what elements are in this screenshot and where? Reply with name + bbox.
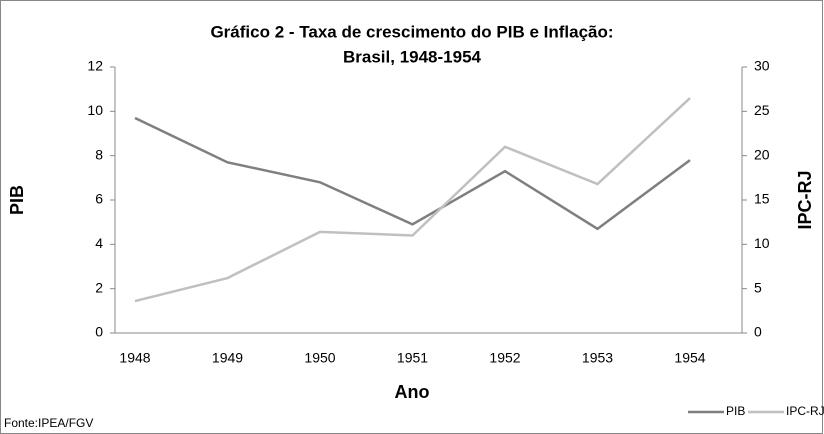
x-tick-label: 1949 <box>212 350 243 366</box>
y-axis-label: PIB <box>7 185 27 215</box>
y-tick-label: 2 <box>95 279 103 295</box>
y2-tick-label: 25 <box>754 102 770 118</box>
y-tick-label: 0 <box>95 324 103 340</box>
series-line <box>134 116 691 231</box>
y-tick-label: 4 <box>95 235 103 251</box>
source-note: Fonte:IPEA/FGV <box>4 416 93 430</box>
y2-tick-label: 10 <box>754 235 770 251</box>
x-axis-label: Ano <box>395 382 430 402</box>
x-tick-label: 1953 <box>582 350 613 366</box>
x-tick-label: 1952 <box>489 350 520 366</box>
y-tick-label: 6 <box>95 191 103 207</box>
chart-title: Brasil, 1948-1954 <box>343 47 482 66</box>
y2-tick-label: 5 <box>754 279 762 295</box>
y-tick-label: 8 <box>95 146 103 162</box>
y-tick-label: 12 <box>87 58 103 74</box>
legend-label: PIB <box>726 404 745 418</box>
series-line <box>134 97 691 303</box>
x-tick-label: 1950 <box>304 350 335 366</box>
x-tick-label: 1954 <box>674 350 705 366</box>
x-tick-label: 1948 <box>119 350 150 366</box>
y-tick-label: 10 <box>87 102 103 118</box>
chart-title: Gráfico 2 - Taxa de crescimento do PIB e… <box>210 22 613 41</box>
y2-tick-label: 30 <box>754 58 770 74</box>
y2-axis-label: IPC-RJ <box>795 170 815 229</box>
y2-tick-label: 0 <box>754 324 762 340</box>
y2-tick-label: 20 <box>754 146 770 162</box>
y2-tick-label: 15 <box>754 191 770 207</box>
legend-label: IPC-RJ <box>786 404 824 418</box>
x-tick-label: 1951 <box>397 350 428 366</box>
